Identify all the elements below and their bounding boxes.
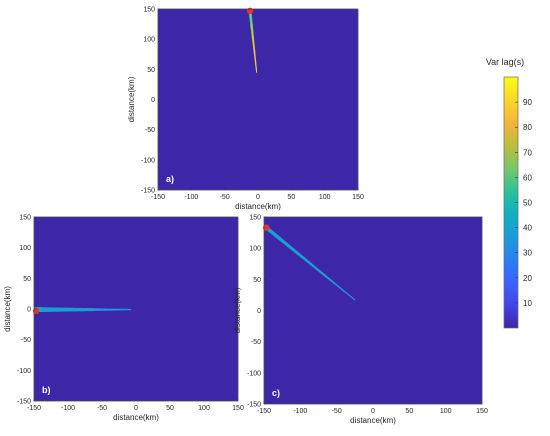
- y-tick-label: 50: [253, 277, 261, 284]
- x-tick-label: 100: [319, 194, 331, 201]
- y-tick-label: 150: [249, 215, 261, 222]
- panel-b: -150 -100 -50 0 50 100 150 150 100 50 0 -50 -100 -150…: [3, 215, 244, 423]
- y-tick-label: 50: [23, 276, 31, 283]
- x-tick-label: 100: [198, 405, 210, 412]
- colorbar-tick-label: 50: [523, 199, 532, 208]
- colorbar-tick-label: 90: [523, 98, 532, 107]
- x-tick-label: 150: [352, 194, 364, 201]
- x-tick-label: 50: [405, 408, 413, 415]
- panel-label: a): [166, 174, 174, 184]
- colorbar-tick-label: 60: [523, 173, 532, 182]
- y-tick-label: 150: [143, 7, 155, 14]
- x-tick-label: 150: [476, 408, 488, 415]
- y-tick-label: -150: [141, 188, 155, 195]
- y-tick-label: -150: [247, 402, 261, 409]
- x-tick-label: -100: [184, 194, 198, 201]
- x-tick-label: -100: [61, 405, 75, 412]
- y-tick-label: -100: [141, 157, 155, 164]
- x-tick-label: -50: [332, 408, 342, 415]
- y-tick-label: -50: [21, 337, 31, 344]
- plot-frame: [157, 8, 359, 191]
- y-tick-label: 100: [143, 37, 155, 44]
- plot-frame: [33, 216, 239, 402]
- y-tick-label: -50: [145, 127, 155, 134]
- colorbar-tick-label: 40: [523, 224, 532, 233]
- x-tick-label: 0: [134, 405, 138, 412]
- y-axis-label: distance(km): [3, 286, 12, 332]
- plot-area: [158, 9, 358, 190]
- x-tick-label: -150: [151, 194, 165, 201]
- x-tick-label: -150: [257, 408, 271, 415]
- colorbar-ticks: 10 20 30 40 50 60 70 80 90: [515, 98, 532, 308]
- x-tick-label: -100: [293, 408, 307, 415]
- y-tick-label: -50: [251, 339, 261, 346]
- x-tick-label: 50: [166, 405, 174, 412]
- x-tick-label: 0: [256, 194, 260, 201]
- y-tick-label: -100: [17, 368, 31, 375]
- x-tick-label: 50: [287, 194, 295, 201]
- colorbar-tick-label: 20: [523, 274, 532, 283]
- source-marker: [246, 7, 254, 15]
- x-axis-label: distance(km): [350, 416, 396, 425]
- x-axis-label: distance(km): [235, 202, 281, 211]
- panel-label: c): [272, 388, 280, 398]
- y-tick-label: -150: [17, 399, 31, 406]
- x-tick-label: 150: [232, 405, 244, 412]
- y-axis-label: distance(km): [233, 287, 242, 333]
- colorbar-tick-label: 10: [523, 299, 532, 308]
- x-tick-label: 100: [440, 408, 452, 415]
- lag-streak-core: [249, 10, 258, 73]
- y-tick-label: 0: [27, 307, 31, 314]
- plot-area: [264, 217, 482, 404]
- x-tick-label: -150: [27, 405, 41, 412]
- y-tick-label: 50: [147, 67, 155, 74]
- colorbar: Var lag(s) 10 20 30 40 50 60 70 80 90: [486, 57, 532, 329]
- y-tick-label: 100: [19, 245, 31, 252]
- y-tick-label: 150: [19, 215, 31, 222]
- colorbar-tick-label: 30: [523, 249, 532, 258]
- x-tick-label: -50: [97, 405, 107, 412]
- lag-streak-core: [265, 227, 356, 301]
- plot-frame: [263, 216, 483, 405]
- x-axis-label: distance(km): [113, 413, 159, 422]
- x-tick-label: -50: [220, 194, 230, 201]
- colorbar-label: Var lag(s): [486, 57, 524, 67]
- y-tick-label: -100: [247, 370, 261, 377]
- y-tick-label: 0: [151, 97, 155, 104]
- x-tick-label: 0: [371, 408, 375, 415]
- colorbar-tick-label: 70: [523, 148, 532, 157]
- y-tick-label: 100: [249, 246, 261, 253]
- y-tick-label: 0: [257, 308, 261, 315]
- panel-a: -150 -100 -50 0 50 100 150 150 100 50 0 -50 -100 -150…: [127, 7, 364, 212]
- panel-label: b): [42, 385, 51, 395]
- source-marker: [262, 224, 270, 231]
- y-axis-label: distance(km): [127, 76, 136, 122]
- panel-c: -150 -100 -50 0 50 100 150 150 100 50 0 -50 -100 -150…: [233, 215, 488, 426]
- colorbar-tick-label: 80: [523, 123, 532, 132]
